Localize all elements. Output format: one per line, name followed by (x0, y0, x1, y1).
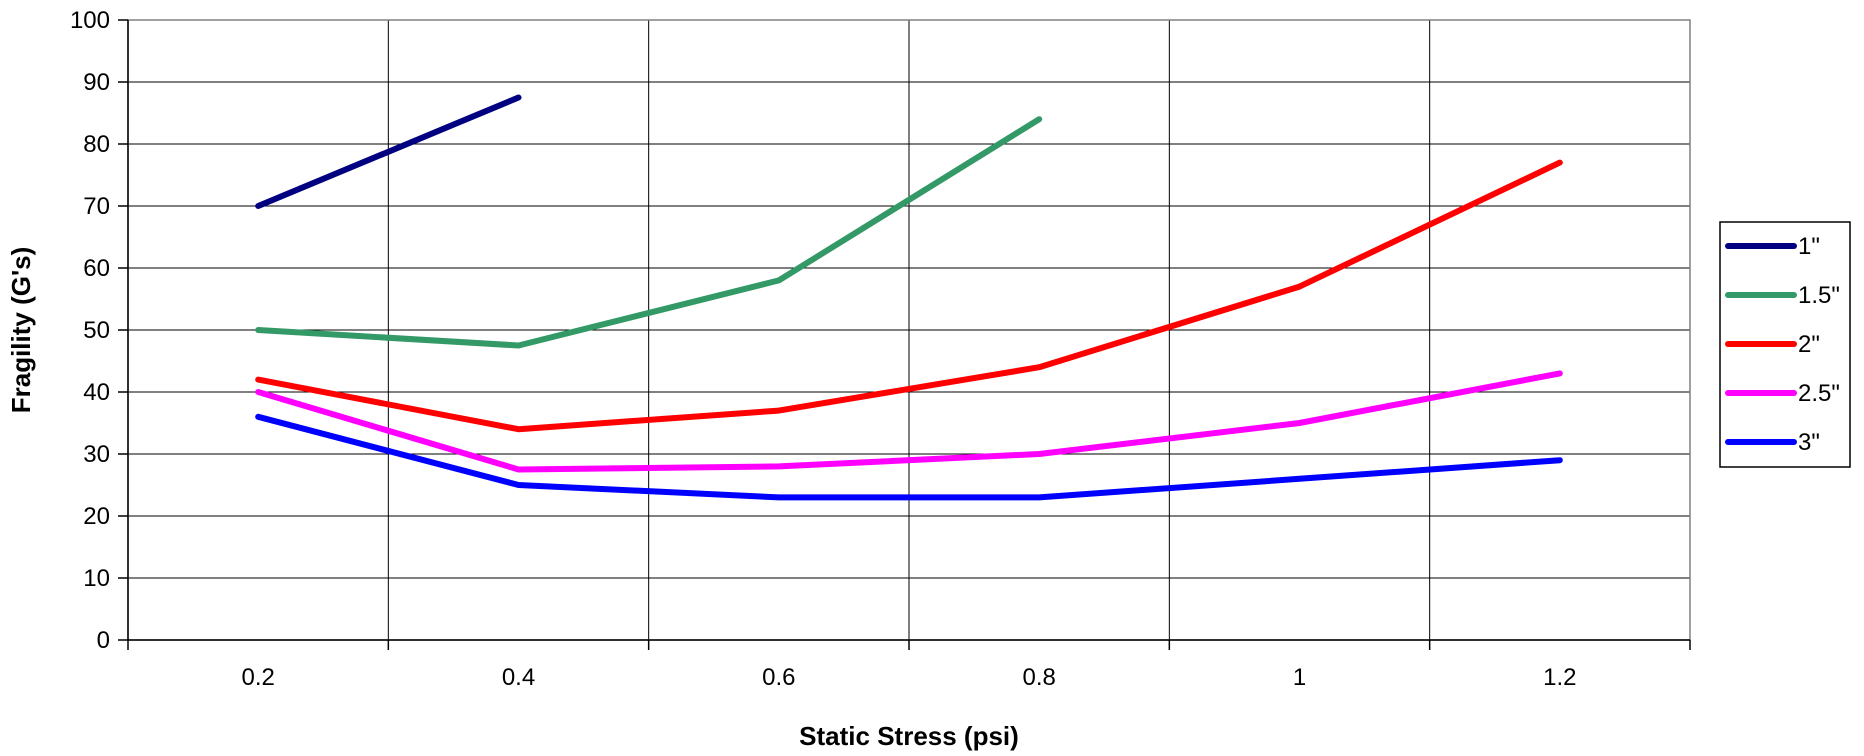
legend-label-2: 2" (1798, 331, 1820, 358)
x-tick-label: 0.6 (762, 664, 795, 691)
y-tick-label: 50 (83, 317, 110, 344)
y-tick-label: 10 (83, 565, 110, 592)
x-tick-label: 0.2 (241, 664, 274, 691)
y-tick-label: 90 (83, 69, 110, 96)
legend-label-4: 3" (1798, 429, 1820, 456)
legend-label-1: 1.5" (1798, 282, 1840, 309)
x-tick-label: 0.4 (502, 664, 535, 691)
legend-label-3: 2.5" (1798, 380, 1840, 407)
grid-layer (127, 19, 1691, 641)
tick-labels: 0 10 20 30 40 50 60 70 80 90 100 0.2 0.4 0.6 0.8 1 1.2 (70, 7, 1577, 691)
axes (118, 19, 1691, 650)
legend-label-0: 1" (1798, 233, 1820, 260)
y-tick-label: 20 (83, 503, 110, 530)
series-line-4 (255, 413, 1563, 501)
y-tick-label: 40 (83, 379, 110, 406)
y-tick-label: 60 (83, 255, 110, 282)
y-tick-label: 30 (83, 441, 110, 468)
legend: 1" 1.5" 2" 2.5" 3" (1719, 221, 1851, 468)
series-line-3 (255, 370, 1563, 473)
series-layer (255, 94, 1563, 501)
y-tick-label: 80 (83, 131, 110, 158)
y-tick-label: 0 (97, 627, 110, 654)
y-tick-label: 100 (70, 7, 110, 34)
x-tick-label: 0.8 (1022, 664, 1055, 691)
x-axis-title: Static Stress (psi) (799, 721, 1019, 751)
series-line-2 (255, 159, 1563, 433)
x-tick-label: 1 (1293, 664, 1306, 691)
y-tick-label: 70 (83, 193, 110, 220)
y-axis-title: Fragility (G's) (6, 247, 36, 414)
x-tick-label: 1.2 (1543, 664, 1576, 691)
series-line-1 (255, 116, 1043, 349)
series-line-0 (255, 94, 522, 209)
